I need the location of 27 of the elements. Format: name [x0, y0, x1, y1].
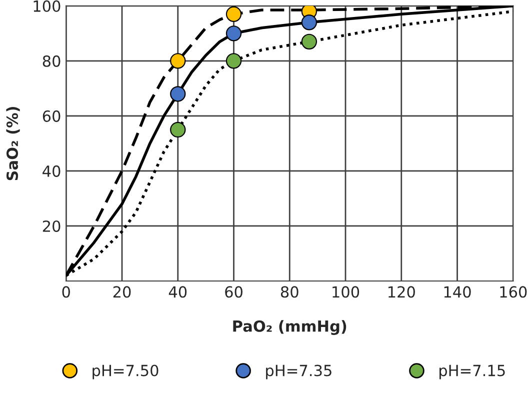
point [301, 14, 318, 30]
x-tick-label: 20 [113, 286, 131, 298]
point [170, 122, 186, 138]
point [170, 86, 186, 102]
y-tick-label: 100 [34, 0, 60, 12]
x-tick-label: 100 [332, 286, 360, 298]
y-tick-label: 80 [42, 55, 60, 67]
point [226, 6, 242, 22]
legend-label: pH=7.35 [266, 364, 332, 380]
point [301, 34, 318, 50]
x-tick-label: 120 [388, 286, 415, 298]
point [170, 53, 186, 69]
x-tick-label: 0 [62, 286, 70, 298]
y-axis-title: SaO₂ (%) [6, 106, 20, 180]
point [226, 53, 242, 69]
x-tick-label: 80 [280, 286, 298, 298]
x-axis-title: PaO₂ (mmHg) [233, 320, 346, 335]
x-tick-label: 160 [500, 286, 527, 298]
point [226, 26, 242, 42]
x-tick-label: 60 [225, 286, 242, 298]
y-tick-label: 60 [42, 110, 60, 122]
x-tick-label: 40 [168, 286, 187, 298]
legend-label: pH=7.15 [440, 364, 505, 380]
legend-label: pH=7.50 [92, 364, 158, 380]
y-tick-label: 20 [42, 220, 60, 232]
x-tick-label: 140 [444, 286, 471, 298]
y-tick-label: 40 [42, 165, 60, 177]
